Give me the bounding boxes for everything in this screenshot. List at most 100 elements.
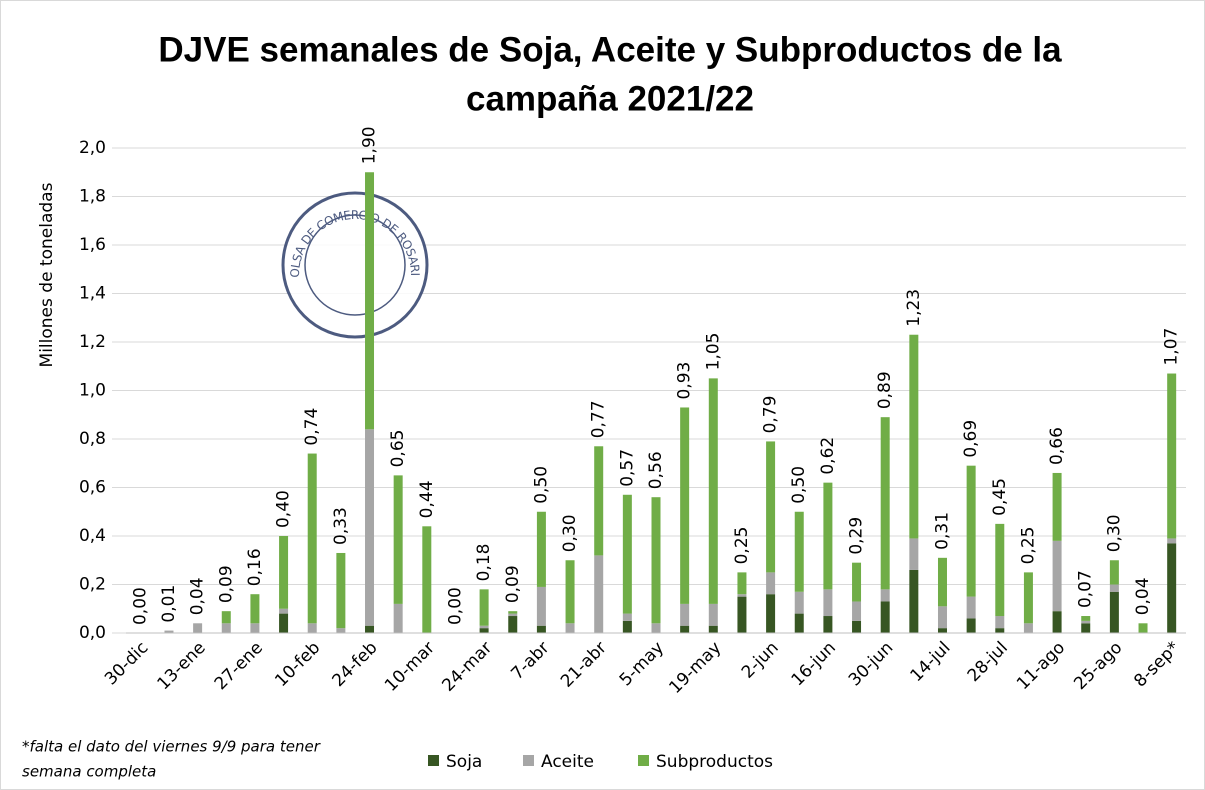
bar-segment [536,511,546,587]
legend-label: Subproductos [656,752,773,772]
y-tick-label: 1,4 [79,284,106,304]
footnote: semana completa [22,763,156,781]
data-label: 0,40 [274,490,294,528]
bar-segment [708,603,718,626]
data-label: 0,04 [1133,577,1153,615]
bar-segment [365,429,375,626]
data-label: 0,79 [761,396,781,434]
logo-ring [281,191,429,339]
legend-label: Aceite [541,752,594,772]
bar-segment [1081,616,1091,621]
bar-segment [966,596,976,619]
data-label: 0,29 [847,517,867,555]
bar-segment [508,616,518,633]
bar-segment [880,417,890,590]
data-label: 0,77 [589,400,609,438]
bar-segment [1052,472,1062,541]
data-label: 0,93 [675,362,695,400]
bar-segment [995,628,1005,633]
bar-segment [594,446,604,556]
y-tick-label: 1,0 [79,381,106,401]
bar-segment [909,334,919,539]
bar-segment [937,628,947,633]
bar-segment [995,616,1005,629]
bar-segment [565,560,575,624]
data-label: 0,62 [818,437,838,475]
y-tick-label: 1,2 [79,332,106,352]
bar-segment [823,482,833,590]
bar-segment [737,594,747,597]
bar-segment [794,613,804,633]
bar-segment [1052,611,1062,633]
data-label: 0,18 [474,543,494,581]
data-label: 0,01 [159,585,179,623]
bar-segment [680,603,690,626]
bar-segment [393,603,403,633]
bar-segment [1023,623,1033,633]
bar-segment [193,623,203,633]
bar-segment [794,591,804,614]
bar-segment [393,475,403,604]
bar-segment [279,608,289,614]
bar-segment [1109,591,1119,633]
bar-segment [250,594,260,624]
bar-segment [479,589,489,626]
data-label: 0,31 [932,512,952,550]
bar-segment [708,625,718,633]
bar-segment [1109,584,1119,592]
bar-segment [365,172,375,430]
data-label: 1,07 [1162,328,1182,366]
bar-segment [164,630,174,633]
bar-segment [766,441,776,573]
data-label: 0,45 [990,478,1010,516]
legend-swatch [523,755,534,766]
bar-segment [823,589,833,617]
data-label: 0,66 [1047,427,1067,465]
bar-segment [794,511,804,592]
bar-segment [852,620,862,633]
bar-segment [880,601,890,633]
bar-segment [336,628,346,633]
bar-segment [909,569,919,633]
bar-segment [536,625,546,633]
data-label: 1,23 [904,289,924,327]
chart-title: DJVE semanales de Soja, Aceite y Subprod… [158,30,1062,69]
y-tick-label: 2,0 [79,138,106,158]
bar-segment [937,606,947,629]
data-label: 0,30 [560,514,580,552]
data-label: 0,44 [417,480,437,518]
y-tick-label: 0,8 [79,429,106,449]
bar-segment [479,625,489,629]
bar-segment [536,586,546,626]
bar-segment [966,618,976,633]
data-label: 0,25 [732,527,752,565]
bar-segment [1167,373,1177,539]
data-label: 0,57 [617,449,637,487]
data-label: 0,50 [789,466,809,504]
legend-swatch [428,755,439,766]
footnote: *falta el dato del viernes 9/9 para tene… [22,738,321,756]
bar-segment [1081,623,1091,633]
bar-segment [1138,623,1148,633]
bar-segment [1167,538,1177,544]
data-label: 0,09 [503,565,523,603]
y-tick-label: 0,6 [79,478,106,498]
bar-segment [852,562,862,602]
bar-segment [766,572,776,595]
bar-segment [1052,540,1062,612]
data-label: 0,16 [245,548,265,586]
bar-segment [852,601,862,621]
y-tick-label: 1,6 [79,235,106,255]
data-label: 0,33 [331,507,351,545]
bar-segment [422,526,432,633]
data-label: 0,89 [875,371,895,409]
bar-segment [622,620,632,633]
bar-segment [737,572,747,595]
bar-segment [1023,572,1033,624]
bar-segment [336,552,346,629]
bar-segment [966,465,976,597]
bar-segment [737,596,747,633]
